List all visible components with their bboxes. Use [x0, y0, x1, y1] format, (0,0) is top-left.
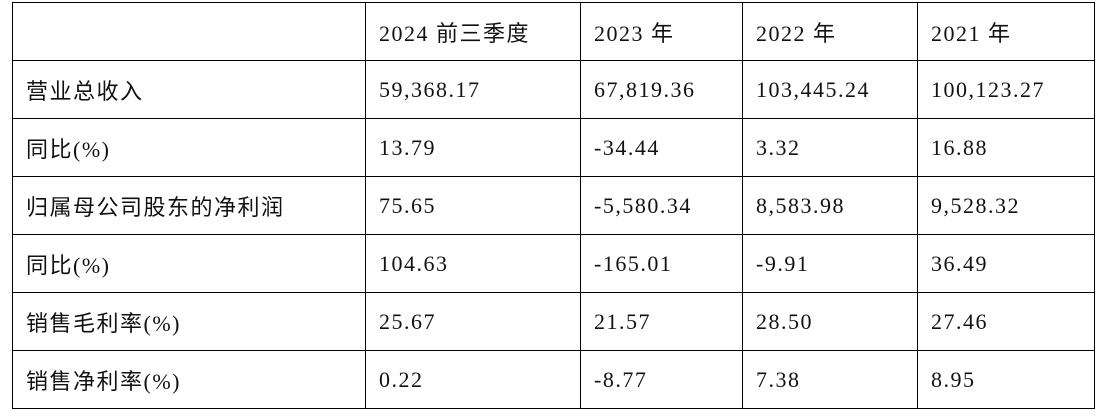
column-header: 2021 年	[917, 2, 1095, 61]
value-cell: -165.01	[580, 234, 743, 293]
row-label: 同比(%)	[12, 118, 366, 177]
value-cell: 7.38	[742, 350, 918, 409]
value-cell: 104.63	[365, 234, 581, 293]
data-row: 营业总收入 59,368.17 67,819.36 103,445.24 100,123…	[12, 60, 1095, 119]
row-label: 营业总收入	[12, 60, 366, 119]
table-body: 2024 前三季度 2023 年 2022 年 2021 年营业总收入 59,368.1…	[12, 2, 1095, 409]
row-label: 销售毛利率(%)	[12, 292, 366, 351]
data-row: 同比(%) 104.63 -165.01 -9.91 36.49	[12, 234, 1095, 293]
value-cell: 9,528.32	[917, 176, 1095, 235]
value-cell: 59,368.17	[365, 60, 581, 119]
value-cell: 13.79	[365, 118, 581, 177]
row-label: 同比(%)	[12, 234, 366, 293]
row-label: 销售净利率(%)	[12, 350, 366, 409]
value-cell: 3.32	[742, 118, 918, 177]
column-header: 2024 前三季度	[365, 2, 581, 61]
data-row: 归属母公司股东的净利润 75.65 -5,580.34 8,583.98 9,528.3…	[12, 176, 1095, 235]
value-cell: 16.88	[917, 118, 1095, 177]
value-cell: 75.65	[365, 176, 581, 235]
header-row: 2024 前三季度 2023 年 2022 年 2021 年	[12, 2, 1095, 61]
row-label: 归属母公司股东的净利润	[12, 176, 366, 235]
value-cell: -5,580.34	[580, 176, 743, 235]
column-header: 2023 年	[580, 2, 743, 61]
data-row: 销售净利率(%) 0.22 -8.77 7.38 8.95	[12, 350, 1095, 409]
value-cell: 8.95	[917, 350, 1095, 409]
value-cell: -9.91	[742, 234, 918, 293]
value-cell: -34.44	[580, 118, 743, 177]
value-cell: 103,445.24	[742, 60, 918, 119]
value-cell: 27.46	[917, 292, 1095, 351]
value-cell: -8.77	[580, 350, 743, 409]
value-cell: 36.49	[917, 234, 1095, 293]
value-cell: 25.67	[365, 292, 581, 351]
value-cell: 28.50	[742, 292, 918, 351]
value-cell: 0.22	[365, 350, 581, 409]
column-header: 2022 年	[742, 2, 918, 61]
value-cell: 100,123.27	[917, 60, 1095, 119]
financial-table: 2024 前三季度 2023 年 2022 年 2021 年营业总收入 59,368.1…	[12, 2, 1095, 409]
value-cell: 67,819.36	[580, 60, 743, 119]
corner-cell	[12, 2, 366, 61]
data-row: 销售毛利率(%) 25.67 21.57 28.50 27.46	[12, 292, 1095, 351]
value-cell: 21.57	[580, 292, 743, 351]
data-row: 同比(%) 13.79 -34.44 3.32 16.88	[12, 118, 1095, 177]
value-cell: 8,583.98	[742, 176, 918, 235]
